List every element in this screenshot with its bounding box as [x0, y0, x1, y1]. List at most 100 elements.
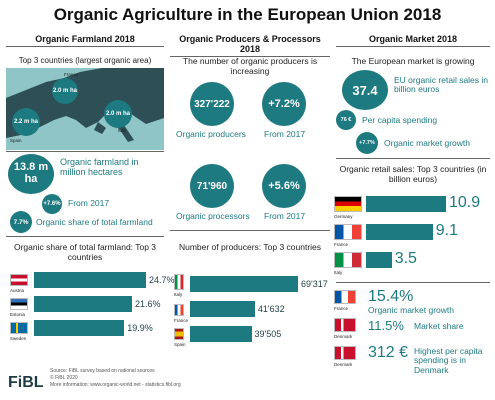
bar-value-label: 41'632: [257, 304, 285, 314]
italy-producers-label: Italy: [174, 292, 183, 297]
denmark-share-label: Denmark: [334, 334, 353, 339]
per-capita-value: 76 €: [340, 117, 352, 123]
market-share-stat-value: 11.5%: [368, 318, 404, 333]
producers-growth-value: +7.2%: [268, 98, 300, 110]
bar-spain: [190, 326, 252, 342]
spain-map-label: Spain: [10, 138, 22, 143]
page-title: Organic Agriculture in the European Unio…: [53, 5, 442, 24]
spain-bubble-value: 2.2 m ha: [13, 119, 38, 125]
germany-label: Germany: [334, 214, 353, 219]
bar-value-label: 10.9: [449, 194, 481, 211]
france-bubble-value: 2.0 m ha: [52, 88, 77, 94]
france-map-label: France: [64, 72, 79, 77]
sales-value: 37.4: [352, 82, 378, 98]
spain-producers-label: Spain: [174, 342, 186, 347]
sales-label: EU organic retail sales in billion euros: [394, 75, 489, 95]
retail-bars: 10.9 9.1 3.5: [366, 194, 490, 276]
france-stat-flag: [334, 290, 356, 304]
bar-value-label: 39'505: [254, 329, 282, 339]
market-header: Organic Market 2018: [336, 34, 490, 47]
processors-value: 71'960: [196, 180, 228, 192]
farmland-growth-value: +7.6%: [43, 201, 61, 207]
estonia-label: Estonia: [10, 312, 26, 317]
farmland-header: Organic Farmland 2018: [6, 34, 164, 47]
map-title: Top 3 countries (largest organic area): [18, 56, 152, 65]
bar-value-label: 21.6%: [134, 299, 161, 309]
france-stat-label: France: [334, 306, 349, 311]
bar-sweden: [34, 320, 125, 336]
producers-growth-circle: +7.2%: [262, 82, 306, 126]
bar-estonia: [34, 296, 132, 312]
sweden-label: Sweden: [10, 336, 27, 341]
italy-flag: [174, 274, 184, 290]
divider: [6, 236, 164, 237]
bar-france: [366, 224, 433, 240]
france-bubble: 2.0 m ha: [52, 78, 78, 104]
processors-growth-circle: +5.6%: [262, 164, 306, 208]
market-share-stat-label: Market share: [414, 321, 464, 331]
producers-chart-title: Number of producers: Top 3 countries: [178, 242, 322, 252]
denmark-flag-2: [334, 346, 356, 360]
spain-bubble: 2.2 m ha: [12, 108, 40, 136]
processors-label: Organic processors: [176, 211, 250, 221]
share-bars: 24.7% 21.6% 19.9%: [34, 272, 175, 352]
per-capita-stat-value: 312 €: [368, 344, 409, 361]
fibl-logo: FiBL: [8, 374, 44, 391]
spain-flag: [174, 328, 184, 340]
bar-value-label: 9.1: [435, 222, 459, 239]
processors-circle: 71'960: [190, 164, 234, 208]
farmland-total-label: Organic farmland in million hectares: [60, 157, 139, 177]
france-retail-flag: [334, 224, 362, 240]
france-retail-label: France: [334, 242, 349, 247]
processors-growth-label: From 2017: [264, 211, 306, 221]
bar-austria: [34, 272, 146, 288]
italy-bubble: 2.0 m ha: [104, 100, 132, 128]
farmland-share-value: 7.7%: [13, 218, 29, 226]
france-producers-label: France: [174, 318, 189, 323]
bar-value-label: 24.7%: [149, 275, 175, 285]
per-capita-stat-label: Highest per capita spending is in Denmar…: [414, 346, 483, 375]
producers-header: Organic Producers & Processors 2018: [170, 34, 330, 57]
denmark-spending-label: Denmark: [334, 362, 353, 367]
divider: [336, 158, 490, 159]
market-growth-stat-label: Organic market growth: [368, 305, 454, 315]
farmland-growth-label: From 2017: [68, 198, 110, 208]
europe-map: [6, 68, 164, 150]
bar-value-label: 69'317: [301, 279, 328, 289]
producers-value: 327'222: [194, 98, 230, 110]
farmland-growth-circle: +7.6%: [42, 194, 62, 214]
sweden-flag: [10, 322, 28, 334]
bar-germany: [366, 196, 446, 212]
bar-value-label: 3.5: [394, 250, 417, 267]
market-growth-label: Organic market growth: [384, 138, 470, 148]
per-capita-label: Per capita spending: [362, 115, 438, 125]
market-growth-value: +7.7%: [359, 140, 375, 146]
producers-label: Organic producers: [176, 129, 246, 139]
austria-flag: [10, 274, 28, 286]
farmland-total-value: 13.8 m ha: [13, 161, 49, 185]
bar-italy: [190, 276, 298, 292]
sales-circle: 37.4: [342, 70, 388, 110]
france-flag: [174, 304, 184, 316]
producers-intro: The number of organic producers is incre…: [182, 56, 318, 77]
per-capita-circle: 76 €: [336, 110, 356, 130]
producers-circle: 327'222: [190, 82, 234, 126]
denmark-flag: [334, 318, 356, 332]
bar-italy: [366, 252, 392, 268]
divider: [336, 282, 490, 283]
italy-bubble-value: 2.0 m ha: [105, 111, 130, 117]
divider: [6, 151, 164, 152]
footer-source: Source: FiBL survey based on national so…: [50, 368, 155, 374]
market-growth-circle: +7.7%: [356, 132, 378, 154]
farmland-share-circle: 7.7%: [10, 211, 32, 233]
market-growth-stat-value: 15.4%: [368, 288, 414, 305]
footer-more: More information: www.organic-world.net …: [50, 382, 181, 388]
share-chart-title: Organic share of total farmland: Top 3 c…: [13, 242, 157, 263]
producers-growth-label: From 2017: [264, 129, 306, 139]
italy-retail-label: Italy: [334, 270, 343, 275]
austria-label: Austria: [10, 288, 25, 293]
italy-retail-flag: [334, 252, 362, 268]
farmland-share-label: Organic share of total farmland: [36, 217, 153, 227]
italy-map-label: Italy: [118, 128, 127, 133]
germany-flag: [334, 196, 362, 212]
